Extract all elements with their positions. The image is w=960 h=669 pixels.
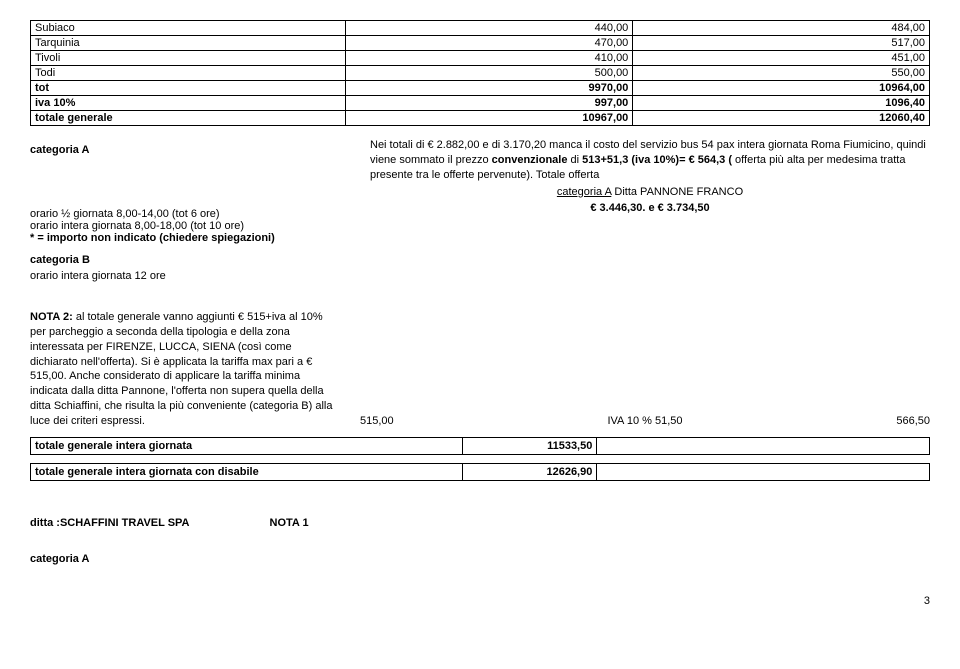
nota1-label: NOTA 1 [270, 517, 309, 529]
note-mid: di [567, 154, 582, 166]
categoria-a-block: categoria A orario ½ giornata 8,00-14,00… [30, 138, 930, 244]
note-bold-1: convenzionale [492, 154, 568, 166]
table-cell-v2: 484,00 [633, 21, 930, 36]
orario-line-3: * = importo non indicato (chiedere spieg… [30, 232, 340, 244]
orario-line-2: orario intera giornata 8,00-18,00 (tot 1… [30, 220, 340, 232]
total-bar-1: totale generale intera giornata 11533,50 [30, 437, 930, 455]
nota2-val1: 515,00 [360, 415, 394, 427]
cat-b-label: categoria B [30, 254, 930, 266]
table-cell-name: Tarquinia [31, 36, 346, 51]
note-ditta: Ditta PANNONE FRANCO [611, 186, 743, 198]
orario-line-1: orario ½ giornata 8,00-14,00 (tot 6 ore) [30, 208, 340, 220]
nota2-val2: IVA 10 % 51,50 [607, 415, 682, 427]
bar1-value: 11533,50 [462, 437, 597, 454]
cat-a-note: Nei totali di € 2.882,00 e di 3.170,20 m… [370, 138, 930, 244]
table-cell-v1: 470,00 [345, 36, 633, 51]
bar2-label: totale generale intera giornata con disa… [31, 463, 463, 480]
nota2-body: al totale generale vanno aggiunti € 515+… [30, 311, 332, 427]
table-cell-name: iva 10% [31, 96, 346, 111]
nota2-val3: 566,50 [896, 415, 930, 427]
footer-cat-a: categoria A [30, 553, 930, 565]
note-bold-2: 513+51,3 (iva 10%)= € 564,3 ( [582, 154, 735, 166]
bar1-label: totale generale intera giornata [31, 437, 463, 454]
table-cell-v2: 12060,40 [633, 111, 930, 126]
table-cell-v2: 550,00 [633, 66, 930, 81]
table-cell-v1: 500,00 [345, 66, 633, 81]
table-cell-name: tot [31, 81, 346, 96]
cat-a-label: categoria A [30, 144, 340, 156]
table-cell-v2: 1096,40 [633, 96, 930, 111]
table-cell-name: Todi [31, 66, 346, 81]
table-cell-name: totale generale [31, 111, 346, 126]
note-sum: € 3.446,30. e € 3.734,50 [370, 201, 930, 216]
total-bar-2: totale generale intera giornata con disa… [30, 463, 930, 481]
table-cell-v2: 517,00 [633, 36, 930, 51]
footer-ditta-row: ditta :SCHAFFINI TRAVEL SPA NOTA 1 [30, 517, 930, 529]
nota2-title: NOTA 2: [30, 311, 73, 323]
nota2-row: NOTA 2: al totale generale vanno aggiunt… [30, 310, 930, 429]
table-cell-name: Tivoli [31, 51, 346, 66]
table-cell-v1: 10967,00 [345, 111, 633, 126]
note-cat-underline: categoria A [557, 186, 611, 198]
table-cell-v1: 9970,00 [345, 81, 633, 96]
city-table: Subiaco440,00484,00 Tarquinia470,00517,00… [30, 20, 930, 126]
table-cell-v1: 997,00 [345, 96, 633, 111]
page-number: 3 [30, 595, 930, 607]
bar2-value: 12626,90 [462, 463, 597, 480]
cat-b-orario: orario intera giornata 12 ore [30, 270, 930, 282]
table-cell-v2: 451,00 [633, 51, 930, 66]
table-cell-v1: 410,00 [345, 51, 633, 66]
table-cell-v1: 440,00 [345, 21, 633, 36]
ditta-label: ditta :SCHAFFINI TRAVEL SPA [30, 517, 190, 529]
table-cell-v2: 10964,00 [633, 81, 930, 96]
table-cell-name: Subiaco [31, 21, 346, 36]
